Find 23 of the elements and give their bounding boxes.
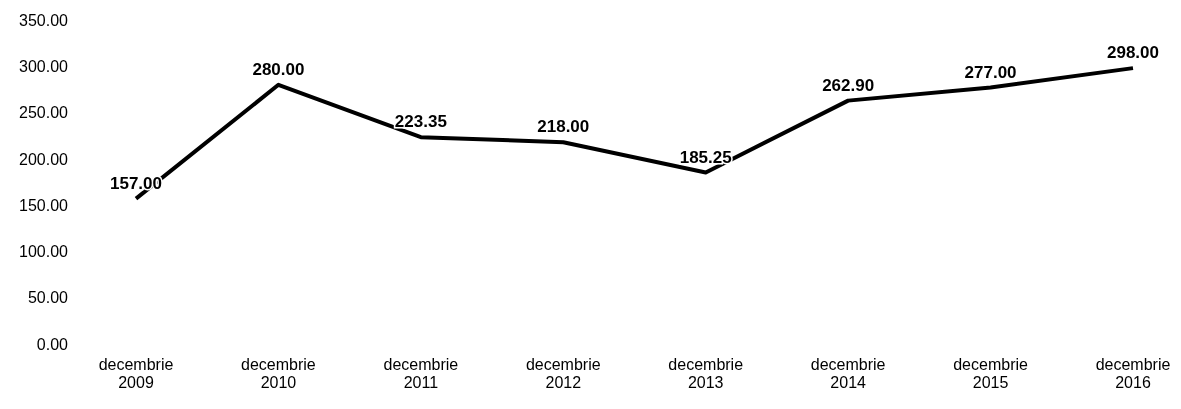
y-tick-label: 0.00 [36,335,69,353]
x-tick-label: decembrie 2013 [668,356,744,391]
y-tick-label: 100.00 [19,243,69,261]
data-label: 280.00 [252,59,305,79]
x-tick-label: decembrie 2012 [525,356,601,391]
y-tick-label: 250.00 [19,104,69,122]
data-label: 223.35 [394,112,447,132]
y-tick-label: 50.00 [27,289,69,307]
y-tick-label: 150.00 [19,196,69,214]
x-tick-label: decembrie 2016 [1095,356,1171,391]
y-tick-label: 350.00 [19,11,69,29]
x-tick-label: decembrie 2015 [953,356,1029,391]
x-tick-label: decembrie 2014 [810,356,886,391]
y-tick-label: 200.00 [19,150,69,168]
data-label: 277.00 [964,62,1017,82]
x-tick-label: decembrie 2009 [98,356,174,391]
y-tick-label: 300.00 [19,57,69,75]
data-label: 262.90 [822,75,875,95]
data-label: 185.25 [679,147,732,167]
x-tick-label: decembrie 2011 [383,356,459,391]
data-label: 298.00 [1107,43,1159,63]
data-label: 218.00 [537,117,590,137]
x-tick-label: decembrie 2010 [241,356,316,391]
